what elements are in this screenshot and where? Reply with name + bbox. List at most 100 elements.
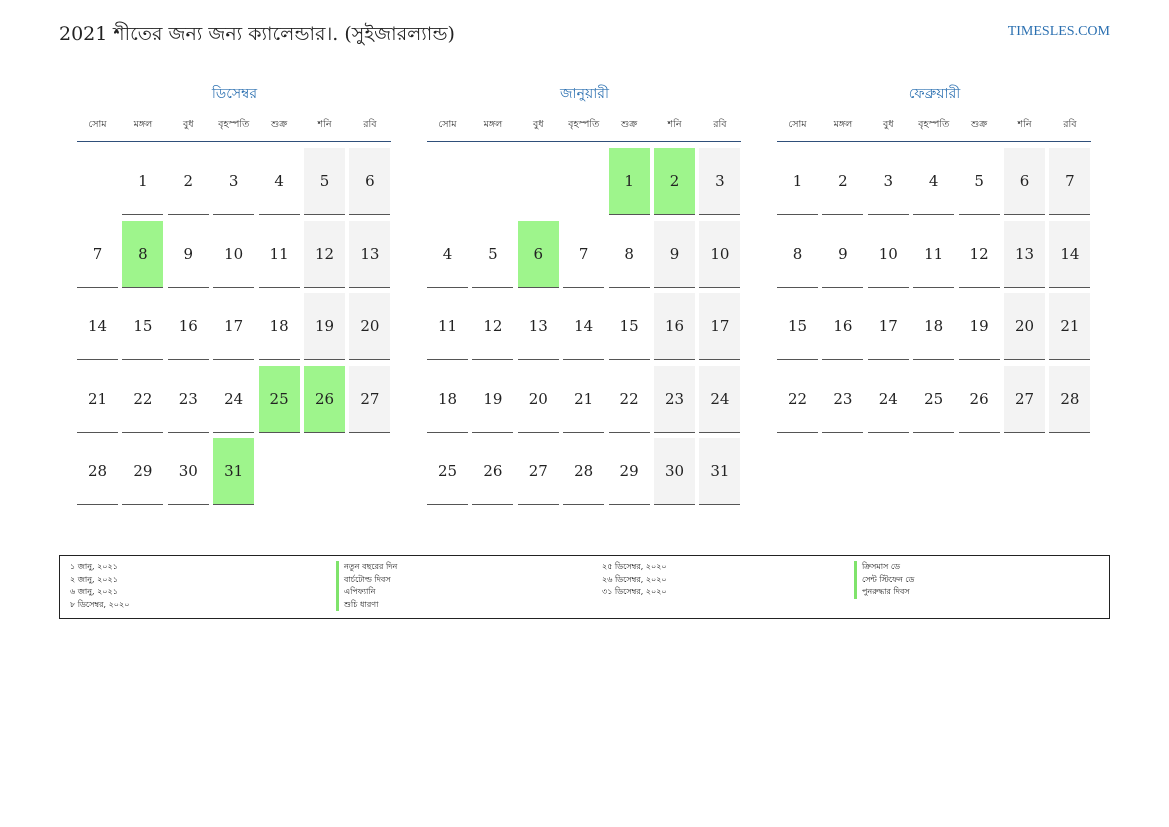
month-title: জানুয়ারী — [560, 86, 609, 102]
day-cell: 22 — [608, 366, 650, 433]
weekday-label: মঙ্গল — [133, 119, 153, 130]
weekday-label: মঙ্গল — [833, 119, 853, 130]
day-cell: 7 — [1049, 148, 1091, 215]
day-cell: 30 — [654, 438, 695, 506]
day-cell: 7 — [563, 221, 605, 288]
day-cell: 10 — [213, 221, 255, 288]
day-cell: 17 — [699, 293, 741, 361]
day-cell: 23 — [654, 365, 695, 433]
day-cell: 14 — [77, 293, 118, 361]
weekday-label: সোম — [788, 119, 807, 130]
legend-date: ৬ জানু, ২০২১ — [70, 587, 118, 596]
weekday-header: সোম মঙ্গল বুধ বৃহস্পতি শুক্র শনি রবি — [777, 118, 1092, 140]
day-cell: 25 — [913, 366, 955, 433]
day-cell: 17 — [867, 293, 909, 361]
weekday-label: মঙ্গল — [483, 119, 503, 130]
day-cell: 8 — [777, 221, 818, 288]
weekday-label: বৃহস্পতি — [568, 119, 600, 130]
legend-holiday-name: এপিফ্যানি — [336, 586, 397, 599]
day-cell: 24 — [213, 366, 255, 433]
weekday-label: রবি — [713, 119, 727, 130]
day-cell: 8 — [122, 220, 164, 288]
legend-holiday-name: নতুন বছরের দিন — [336, 561, 397, 574]
day-cell: 21 — [77, 366, 118, 433]
weekday-label: শুক্র — [971, 119, 988, 130]
day-cell: 12 — [958, 221, 1000, 288]
day-cell: 14 — [563, 293, 605, 361]
day-cell: 15 — [122, 293, 164, 361]
day-cell: 10 — [699, 220, 741, 288]
weekday-label: শনি — [667, 119, 682, 130]
weekday-label: বৃহস্পতি — [918, 119, 950, 130]
day-cell: 28 — [77, 438, 118, 506]
weekday-label: শনি — [317, 119, 332, 130]
weekday-label: রবি — [1063, 119, 1077, 130]
day-cell: 3 — [213, 148, 255, 215]
header-rule — [427, 141, 741, 142]
day-cell: 19 — [958, 293, 1000, 361]
month-title: ফেব্রুয়ারী — [908, 86, 961, 102]
day-cell: 20 — [1004, 293, 1045, 361]
site-link[interactable]: TIMESLES.COM — [1007, 24, 1110, 39]
legend-holiday-name: বার্চটোল্ড দিবস — [336, 573, 397, 586]
day-cell: 22 — [777, 366, 818, 433]
day-cell: 20 — [517, 366, 559, 433]
legend-dates-left: ১ জানু, ২০২১ ২ জানু, ২০২১ ৬ জানু, ২০২১ ৮… — [70, 561, 129, 611]
day-cell: 5 — [958, 148, 1000, 215]
holiday-legend: ১ জানু, ২০২১ ২ জানু, ২০২১ ৬ জানু, ২০২১ ৮… — [59, 555, 1110, 619]
day-cell: 30 — [167, 438, 209, 506]
weekday-label: সোম — [438, 119, 457, 130]
legend-holiday-name: শুচি ধারণা — [336, 598, 397, 611]
day-cell: 13 — [349, 220, 391, 288]
day-cell: 15 — [777, 293, 818, 361]
day-cell: 27 — [1004, 365, 1045, 433]
day-cell: 9 — [822, 221, 864, 288]
day-cell: 25 — [258, 365, 300, 433]
weekday-label: রবি — [363, 119, 377, 130]
day-cell: 26 — [304, 365, 345, 433]
day-cell: 16 — [822, 293, 864, 361]
day-cell: 18 — [427, 366, 468, 433]
month-january: জানুয়ারী সোম মঙ্গল বুধ বৃহস্পতি শুক্র শ… — [427, 84, 742, 506]
day-cell: 27 — [349, 365, 391, 433]
day-cell: 28 — [563, 438, 605, 506]
day-cell: 14 — [1049, 220, 1091, 288]
day-cell: 12 — [304, 220, 345, 288]
day-cell: 1 — [122, 148, 164, 215]
day-cell: 6 — [1004, 148, 1045, 215]
weekday-label: শুক্র — [271, 119, 288, 130]
day-cell: 18 — [258, 293, 300, 361]
day-cell: 1 — [608, 148, 650, 215]
month-february: ফেব্রুয়ারী সোম মঙ্গল বুধ বৃহস্পতি শুক্র… — [777, 84, 1092, 433]
weekday-header: সোম মঙ্গল বুধ বৃহস্পতি শুক্র শনি রবি — [77, 118, 392, 140]
month-december: ডিসেম্বর সোম মঙ্গল বুধ বৃহস্পতি শুক্র শন… — [77, 84, 392, 506]
day-cell: 16 — [167, 293, 209, 361]
legend-holiday-name: পুনরুদ্ধার দিবস — [854, 586, 914, 599]
day-cell: 10 — [867, 221, 909, 288]
legend-names-right: ক্রিসমাস ডে সেন্ট স্টিফেন ডে পুনরুদ্ধার … — [854, 561, 914, 599]
month-title: ডিসেম্বর — [211, 86, 258, 102]
day-cell: 27 — [517, 438, 559, 506]
header-rule — [777, 141, 1091, 142]
day-cell: 19 — [472, 366, 514, 433]
legend-dates-right: ২৫ ডিসেম্বর, ২০২০ ২৬ ডিসেম্বর, ২০২০ ৩১ ড… — [602, 561, 667, 599]
day-cell: 4 — [427, 221, 468, 288]
weekday-header: সোম মঙ্গল বুধ বৃহস্পতি শুক্র শনি রবি — [427, 118, 742, 140]
day-cell: 24 — [867, 366, 909, 433]
day-cell: 23 — [822, 366, 864, 433]
day-cell: 18 — [913, 293, 955, 361]
day-cell: 5 — [472, 221, 514, 288]
day-cell: 5 — [304, 148, 345, 215]
day-cell: 31 — [699, 438, 741, 506]
day-cell: 9 — [654, 220, 695, 288]
day-cell: 12 — [472, 293, 514, 361]
day-cell: 3 — [699, 148, 741, 215]
weekday-label: বুধ — [532, 119, 544, 130]
day-cell: 21 — [563, 366, 605, 433]
day-cell: 11 — [258, 221, 300, 288]
legend-holiday-name: ক্রিসমাস ডে — [854, 561, 914, 574]
day-cell: 20 — [349, 293, 391, 361]
weekday-label: সোম — [88, 119, 107, 130]
day-cell: 23 — [167, 366, 209, 433]
day-cell: 24 — [699, 365, 741, 433]
